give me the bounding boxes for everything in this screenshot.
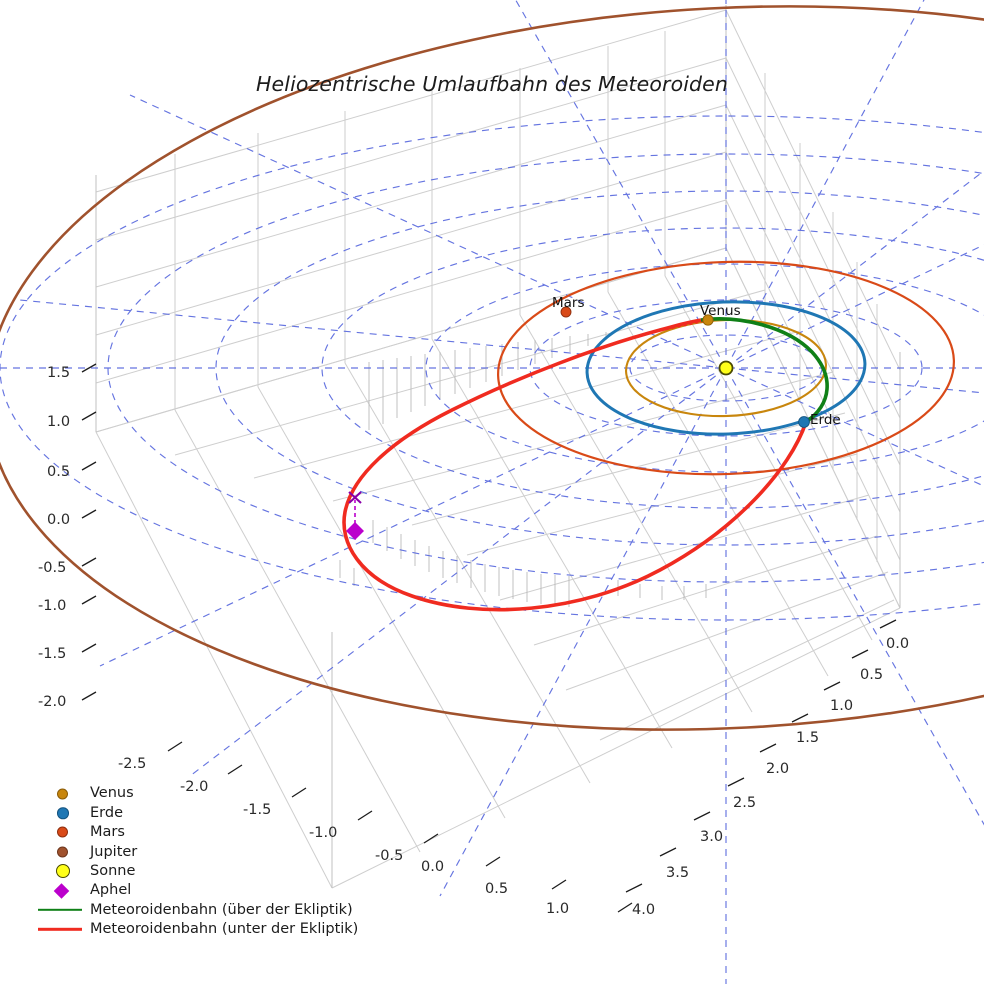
legend-label: Erde (90, 804, 123, 821)
y-tick-label: 1.0 (830, 698, 854, 714)
sonne-dot-icon (38, 862, 90, 881)
jupiter-dot-icon (38, 842, 90, 861)
z-tick-label: -1.5 (38, 646, 67, 662)
aphel-cross-icon (348, 491, 362, 504)
mars-marker (560, 306, 572, 318)
aphel-marker (346, 491, 364, 540)
y-tick-label: 1.5 (796, 730, 820, 746)
meteoroid-orbit-below-ecliptic (342, 318, 808, 612)
x-axis-ticks (167, 741, 633, 913)
erde-label: Erde (810, 412, 841, 428)
x-tick-label: 0.0 (421, 859, 445, 875)
legend-label: Meteoroidenbahn (unter der Ekliptik) (90, 921, 359, 938)
green-line-icon (38, 900, 90, 919)
mars-dot-icon (38, 823, 90, 842)
mars-label: Mars (552, 295, 585, 311)
z-tick-label: 0.5 (47, 464, 71, 480)
mars-orbit (497, 260, 955, 476)
legend-label: Meteoroidenbahn (über der Ekliptik) (90, 901, 353, 918)
y-tick-label: 0.5 (860, 667, 884, 683)
y-tick-label: 3.5 (666, 865, 690, 881)
y-axis-ticks (625, 619, 897, 893)
legend-label: Venus (90, 785, 134, 802)
z-tick-label: 0.0 (47, 512, 71, 528)
venus-dot-icon (38, 784, 90, 803)
legend-item-jupiter[interactable]: Jupiter (38, 842, 358, 861)
sonne-marker (718, 360, 734, 376)
legend-item-orbit-below[interactable]: Meteoroidenbahn (unter der Ekliptik) (38, 920, 358, 939)
legend-item-orbit-above[interactable]: Meteoroidenbahn (über der Ekliptik) (38, 900, 358, 919)
jupiter-orbit (0, 5, 984, 731)
z-axis-ticks (81, 363, 97, 701)
page-title: Heliozentrische Umlaufbahn des Meteoroid… (256, 72, 728, 96)
y-tick-label: 2.5 (733, 795, 757, 811)
z-tick-label: 1.5 (47, 365, 71, 381)
legend-item-venus[interactable]: Venus (38, 784, 358, 803)
y-tick-label: 0.0 (886, 636, 910, 652)
meteoroid-orbit-above-ecliptic (700, 317, 829, 424)
x-tick-label: -0.5 (375, 848, 404, 864)
aphel-diamond-icon (346, 522, 364, 540)
z-tick-label: 1.0 (47, 414, 71, 430)
axis-tick-marks (81, 363, 897, 913)
x-tick-label: -2.0 (180, 779, 209, 795)
legend-label: Sonne (90, 863, 136, 879)
erde-orbit (585, 300, 867, 436)
legend-item-aphel[interactable]: Aphel (38, 881, 358, 900)
box-vertical-edges (95, 5, 901, 888)
legend-label: Aphel (90, 882, 132, 899)
y-tick-label: 4.0 (632, 902, 656, 918)
legend-item-erde[interactable]: Erde (38, 803, 358, 822)
y-tick-label: 3.0 (700, 829, 724, 845)
x-tick-label: -1.0 (309, 825, 338, 841)
red-line-icon (38, 920, 90, 939)
legend-label: Jupiter (90, 843, 138, 860)
x-tick-label: -1.5 (243, 802, 272, 818)
legend: Venus Erde Mars Jupiter Sonne (38, 784, 358, 939)
z-tick-label: -1.0 (38, 598, 67, 614)
right-wall-grid (725, 9, 901, 609)
legend-item-mars[interactable]: Mars (38, 823, 358, 842)
orbit-drop-stems (339, 332, 707, 607)
meteoroid-orbit-node-dotted (659, 318, 707, 332)
x-tick-label: 0.5 (485, 881, 509, 897)
x-tick-label: -2.5 (118, 756, 147, 772)
legend-item-sonne[interactable]: Sonne (38, 862, 358, 881)
z-tick-label: -0.5 (38, 560, 67, 576)
venus-marker (702, 314, 714, 326)
z-tick-label: -2.0 (38, 694, 67, 710)
legend-label: Mars (90, 824, 125, 841)
y-tick-label: 2.0 (766, 761, 790, 777)
x-tick-label: 1.0 (546, 901, 570, 917)
erde-marker (798, 416, 810, 428)
venus-label: Venus (700, 303, 741, 319)
erde-dot-icon (38, 803, 90, 822)
aphel-diamond-icon (38, 881, 90, 900)
